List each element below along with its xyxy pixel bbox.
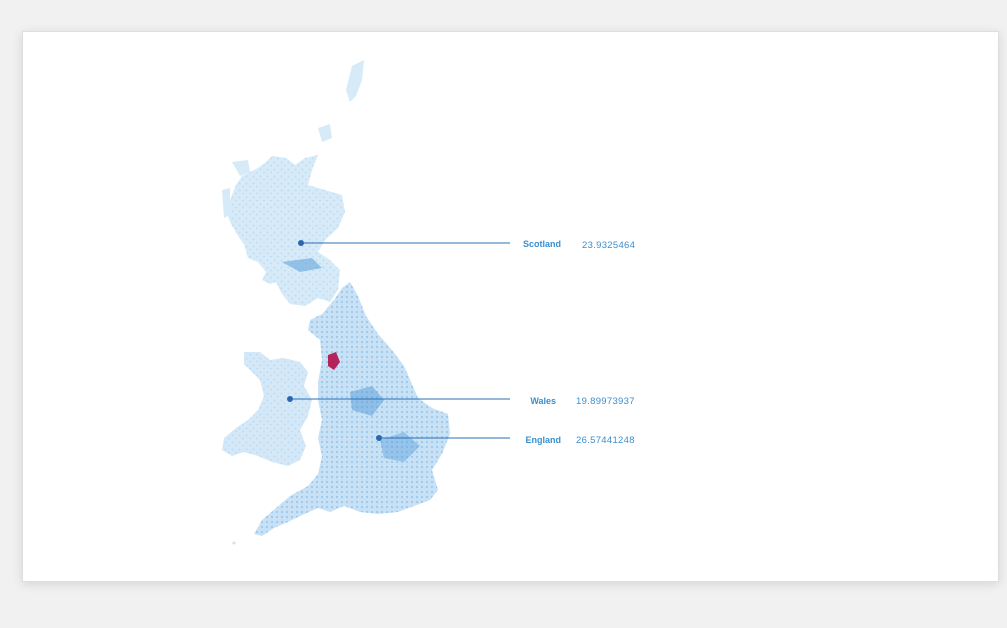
callout-wales: Wales 19.89973937: [287, 396, 635, 407]
region-scotland[interactable]: [222, 60, 364, 306]
map-card: [22, 31, 999, 582]
callout-england: England 26.57441248: [376, 435, 635, 446]
scotland-label: Scotland: [523, 239, 561, 249]
england-value: 26.57441248: [576, 435, 635, 446]
hebrides-shape: [232, 160, 250, 176]
orkney-shape: [318, 124, 332, 142]
england-label: England: [526, 435, 562, 445]
region-wales[interactable]: [222, 352, 312, 466]
wales-value: 19.89973937: [576, 396, 635, 407]
scilly-shape: [232, 541, 236, 545]
england-texture: [254, 282, 450, 536]
callout-scotland: Scotland 23.9325464: [298, 239, 635, 251]
wales-label: Wales: [530, 396, 556, 406]
shetland-shape: [346, 60, 364, 102]
midlands-shape: [350, 386, 384, 416]
scotland-marker[interactable]: [298, 240, 304, 246]
scotland-texture: [226, 155, 345, 306]
london-shape: [380, 432, 420, 462]
england-marker[interactable]: [376, 435, 382, 441]
outer-hebrides-shape: [222, 188, 230, 218]
region-england[interactable]: [232, 282, 451, 545]
scotland-value: 23.9325464: [582, 240, 635, 251]
central-belt-shape: [282, 258, 322, 272]
hotspot-shape: [328, 352, 340, 370]
wales-marker[interactable]: [287, 396, 293, 402]
wales-texture: [222, 352, 312, 466]
